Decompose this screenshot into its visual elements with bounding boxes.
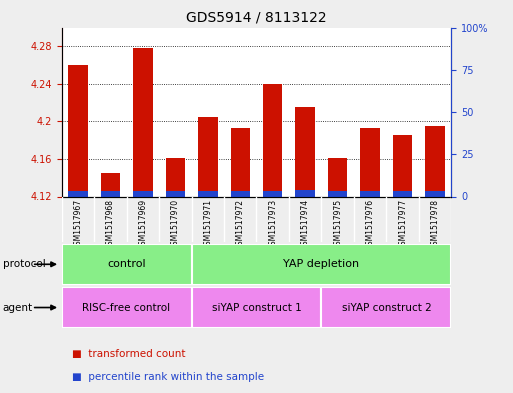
Text: GSM1517973: GSM1517973 — [268, 199, 277, 250]
Text: GSM1517977: GSM1517977 — [398, 199, 407, 250]
Bar — [230, 128, 250, 196]
Bar — [295, 190, 315, 196]
Bar — [425, 191, 445, 196]
Text: GSM1517967: GSM1517967 — [73, 199, 82, 250]
Title: GDS5914 / 8113122: GDS5914 / 8113122 — [186, 11, 327, 25]
Text: protocol: protocol — [3, 259, 45, 269]
Bar — [166, 158, 185, 196]
Bar — [230, 191, 250, 196]
Bar — [328, 191, 347, 196]
Bar — [101, 173, 120, 196]
Bar — [191, 244, 451, 285]
Bar — [361, 128, 380, 196]
Bar — [328, 158, 347, 196]
Text: siYAP construct 2: siYAP construct 2 — [342, 303, 431, 312]
Bar — [425, 126, 445, 196]
Bar — [198, 117, 218, 196]
Text: GSM1517972: GSM1517972 — [236, 199, 245, 250]
Bar — [322, 287, 451, 328]
Text: GSM1517974: GSM1517974 — [301, 199, 310, 250]
Bar — [263, 191, 283, 196]
Text: GSM1517968: GSM1517968 — [106, 199, 115, 250]
Text: GSM1517970: GSM1517970 — [171, 199, 180, 250]
Bar — [62, 244, 191, 285]
Bar — [198, 191, 218, 196]
Text: GSM1517969: GSM1517969 — [139, 199, 147, 250]
Text: agent: agent — [3, 303, 33, 312]
Text: siYAP construct 1: siYAP construct 1 — [212, 303, 301, 312]
Text: GSM1517971: GSM1517971 — [203, 199, 212, 250]
Bar — [393, 136, 412, 196]
Text: GSM1517975: GSM1517975 — [333, 199, 342, 250]
Text: GSM1517978: GSM1517978 — [431, 199, 440, 250]
Bar — [133, 191, 152, 196]
Text: control: control — [107, 259, 146, 269]
Text: ■  percentile rank within the sample: ■ percentile rank within the sample — [72, 372, 264, 382]
Bar — [62, 287, 191, 328]
Bar — [101, 191, 120, 196]
Text: YAP depletion: YAP depletion — [283, 259, 360, 269]
Bar — [263, 84, 283, 196]
Bar — [133, 48, 152, 196]
Bar — [361, 191, 380, 196]
Bar — [295, 107, 315, 196]
Text: GSM1517976: GSM1517976 — [366, 199, 374, 250]
Text: RISC-free control: RISC-free control — [83, 303, 171, 312]
Bar — [68, 65, 88, 196]
Bar — [191, 287, 322, 328]
Bar — [166, 191, 185, 196]
Bar — [393, 191, 412, 196]
Bar — [68, 191, 88, 196]
Text: ■  transformed count: ■ transformed count — [72, 349, 185, 359]
